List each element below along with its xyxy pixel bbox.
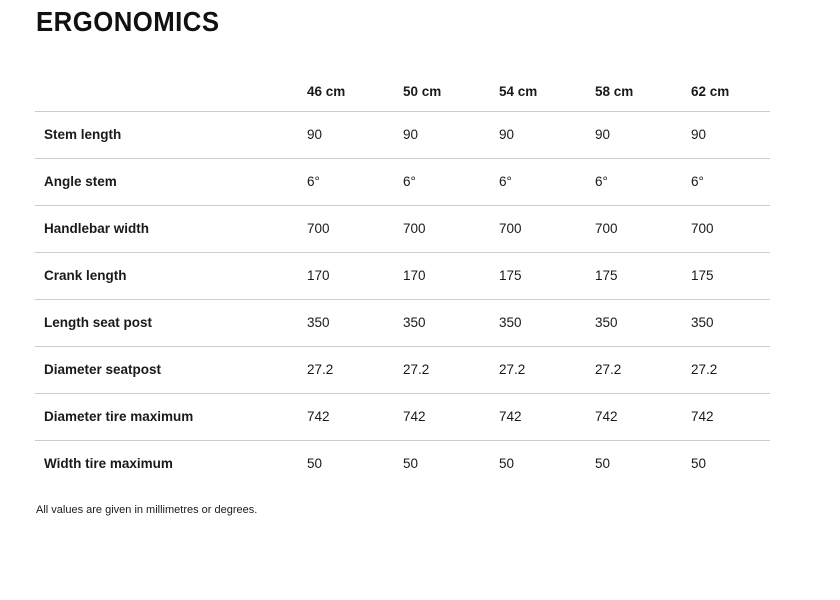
row-value: 90 <box>499 127 515 142</box>
row-label: Handlebar width <box>44 221 150 236</box>
row-value: 350 <box>307 315 330 330</box>
row-value: 6° <box>691 174 704 189</box>
row-value: 742 <box>595 409 618 424</box>
row-value: 50 <box>403 456 419 472</box>
table-corner-cell <box>35 72 307 111</box>
row-value: 175 <box>595 268 618 283</box>
table-row: Stem length 90 90 90 90 90 <box>35 111 770 158</box>
row-value: 50 <box>307 456 323 472</box>
ergonomics-spec-table: 46 cm 50 cm 54 cm 58 cm 62 cm Stem length 90 9… <box>35 72 770 487</box>
row-value: 700 <box>691 221 714 236</box>
row-value: 700 <box>595 221 618 236</box>
row-value: 27.2 <box>691 362 718 377</box>
row-value: 350 <box>499 315 522 330</box>
row-value: 350 <box>403 315 426 330</box>
row-value: 50 <box>691 456 707 472</box>
row-value: 742 <box>307 409 330 424</box>
footnote: All values are given in millimetres or d… <box>36 504 258 516</box>
row-label: Diameter tire maximum <box>44 409 194 424</box>
row-value: 700 <box>403 221 426 236</box>
table-row: Diameter seatpost 27.2 27.2 27.2 27.2 27.2 <box>35 346 770 393</box>
size-column-header: 46 cm <box>307 83 346 99</box>
row-value: 90 <box>595 127 611 142</box>
row-label: Width tire maximum <box>44 456 173 472</box>
row-value: 27.2 <box>595 362 622 377</box>
table-header-row: 46 cm 50 cm 54 cm 58 cm 62 cm <box>35 72 770 111</box>
row-label: Crank length <box>44 268 127 283</box>
row-value: 27.2 <box>499 362 526 377</box>
table-body: Stem length 90 90 90 90 90 Angle stem 6° 6° 6° 6° 6… <box>35 111 770 487</box>
row-value: 90 <box>307 127 323 142</box>
row-value: 90 <box>403 127 419 142</box>
row-label: Diameter seatpost <box>44 362 162 377</box>
row-value: 50 <box>499 456 515 472</box>
row-value: 170 <box>403 268 426 283</box>
row-value: 6° <box>595 174 608 189</box>
table-row: Length seat post 350 350 350 350 350 <box>35 299 770 346</box>
row-value: 742 <box>403 409 426 424</box>
row-label: Length seat post <box>44 315 153 330</box>
row-value: 6° <box>307 174 320 189</box>
page-title: ERGONOMICS <box>36 6 220 37</box>
size-column-header: 62 cm <box>691 83 730 99</box>
row-label: Stem length <box>44 127 122 142</box>
row-value: 170 <box>307 268 330 283</box>
row-value: 27.2 <box>403 362 430 377</box>
table-row: Angle stem 6° 6° 6° 6° 6° <box>35 158 770 205</box>
row-value: 175 <box>691 268 714 283</box>
row-value: 6° <box>499 174 512 189</box>
row-value: 742 <box>691 409 714 424</box>
row-label: Angle stem <box>44 174 117 189</box>
row-value: 27.2 <box>307 362 334 377</box>
table-row: Crank length 170 170 175 175 175 <box>35 252 770 299</box>
table-row: Handlebar width 700 700 700 700 700 <box>35 205 770 252</box>
row-value: 90 <box>691 127 707 142</box>
row-value: 350 <box>691 315 714 330</box>
table-row: Diameter tire maximum 742 742 742 742 742 <box>35 393 770 440</box>
size-column-header: 50 cm <box>403 83 442 99</box>
row-value: 350 <box>595 315 618 330</box>
row-value: 50 <box>595 456 611 472</box>
row-value: 6° <box>403 174 416 189</box>
row-value: 700 <box>307 221 330 236</box>
size-column-header: 54 cm <box>499 83 538 99</box>
row-value: 742 <box>499 409 522 424</box>
row-value: 175 <box>499 268 522 283</box>
row-value: 700 <box>499 221 522 236</box>
table-row: Width tire maximum 50 50 50 50 50 <box>35 440 770 487</box>
size-column-header: 58 cm <box>595 83 634 99</box>
